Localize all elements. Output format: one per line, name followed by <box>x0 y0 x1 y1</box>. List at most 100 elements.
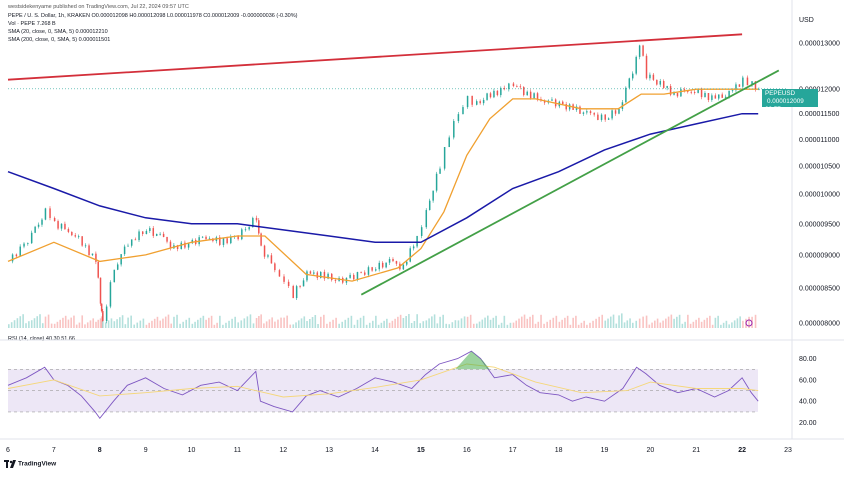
candle-body <box>489 93 492 98</box>
candle-body <box>666 86 668 88</box>
volume-bar <box>317 324 319 328</box>
candle-body <box>99 277 102 304</box>
last-price-chip: PEPEUSD 0.000012009 02:57 <box>762 89 818 113</box>
volume-bar <box>286 315 288 328</box>
candle-body <box>152 228 155 236</box>
candle-body <box>349 274 351 278</box>
candle-body <box>60 223 63 229</box>
candle-body <box>645 55 648 79</box>
volume-bar <box>326 323 328 328</box>
volume-bar <box>64 315 67 328</box>
volume-bar <box>67 319 70 328</box>
volume-bar <box>56 321 59 328</box>
volume-bar <box>380 322 383 328</box>
volume-bar <box>681 323 684 328</box>
candle-body <box>420 227 423 236</box>
support-trendline <box>360 69 780 296</box>
candle-body <box>356 272 359 280</box>
rsi-tick-label: 40.00 <box>799 399 817 406</box>
volume-bar <box>604 320 607 328</box>
volume-bar <box>295 322 297 328</box>
candle-body <box>662 81 665 88</box>
volume-bar <box>595 318 597 328</box>
candle-body <box>714 95 717 99</box>
time-tick-label: 8 <box>98 447 102 454</box>
volume-bar <box>665 318 667 328</box>
candle-body <box>267 255 269 257</box>
volume-bar <box>205 319 207 328</box>
volume-bar <box>368 322 371 328</box>
volume-bar <box>577 324 580 328</box>
volume-bar <box>362 315 365 328</box>
candle-body <box>693 91 696 93</box>
volume-bar <box>469 314 472 328</box>
volume-bar <box>618 315 620 328</box>
candle-body <box>331 273 333 281</box>
volume-bar <box>397 316 399 328</box>
volume-bar <box>246 316 249 328</box>
candle-body <box>292 286 294 299</box>
volume-bar <box>194 321 196 328</box>
volume-bar <box>416 314 418 328</box>
volume-bar <box>431 316 433 328</box>
volume-bar <box>36 316 39 328</box>
volume-bar <box>95 321 97 328</box>
volume-bar <box>457 320 460 328</box>
volume-bar <box>725 320 728 328</box>
volume-bar <box>225 322 227 328</box>
volume-bar <box>277 319 279 328</box>
volume-bar <box>607 318 609 328</box>
volume-bar <box>39 314 41 328</box>
candle-body <box>628 78 631 88</box>
candle-body <box>11 254 14 262</box>
volume-bar <box>555 315 558 328</box>
volume-bar <box>119 317 121 328</box>
candle-body <box>320 271 322 278</box>
candle-body <box>109 282 112 307</box>
volume-bar <box>662 320 664 328</box>
volume-bar <box>216 322 218 328</box>
volume-bar <box>84 324 86 328</box>
volume-bar <box>289 324 292 328</box>
volume-bar <box>731 322 733 328</box>
volume-bar <box>484 317 486 328</box>
candle-body <box>428 200 431 211</box>
volume-bar <box>97 319 100 328</box>
candle-body <box>652 74 655 80</box>
candle-body <box>614 110 617 114</box>
candle-body <box>37 224 40 227</box>
published-text: westsidekenyame published on TradingView… <box>8 4 189 10</box>
candle-body <box>49 208 51 218</box>
candle-body <box>738 84 741 87</box>
volume-bar <box>391 320 394 328</box>
time-tick-label: 16 <box>463 447 471 454</box>
volume-bar <box>540 314 542 328</box>
candle-body <box>731 90 734 92</box>
candle-body <box>41 219 43 225</box>
volume-bar <box>428 318 430 328</box>
volume-bar <box>13 320 16 328</box>
volume-bar <box>487 315 489 328</box>
candle-body <box>241 229 243 240</box>
volume-bar <box>684 321 686 328</box>
volume-bar <box>153 318 156 328</box>
time-tick-label: 15 <box>417 447 425 454</box>
time-tick-label: 22 <box>738 447 746 454</box>
candle-body <box>479 101 481 104</box>
candle-body <box>299 286 301 287</box>
candle-body <box>683 89 686 91</box>
time-tick-label: 23 <box>784 447 792 454</box>
volume-bar <box>676 316 678 328</box>
volume-bar <box>687 314 689 328</box>
candle-body <box>439 168 441 174</box>
volume-bar <box>274 321 276 328</box>
volume-bar <box>303 316 306 328</box>
candle-body <box>127 245 129 247</box>
volume-bar <box>489 319 492 328</box>
volume-bar <box>350 315 353 328</box>
candle-body <box>255 217 258 221</box>
volume-bar <box>632 322 634 328</box>
volume-bar <box>100 316 103 328</box>
volume-bar <box>208 317 210 328</box>
